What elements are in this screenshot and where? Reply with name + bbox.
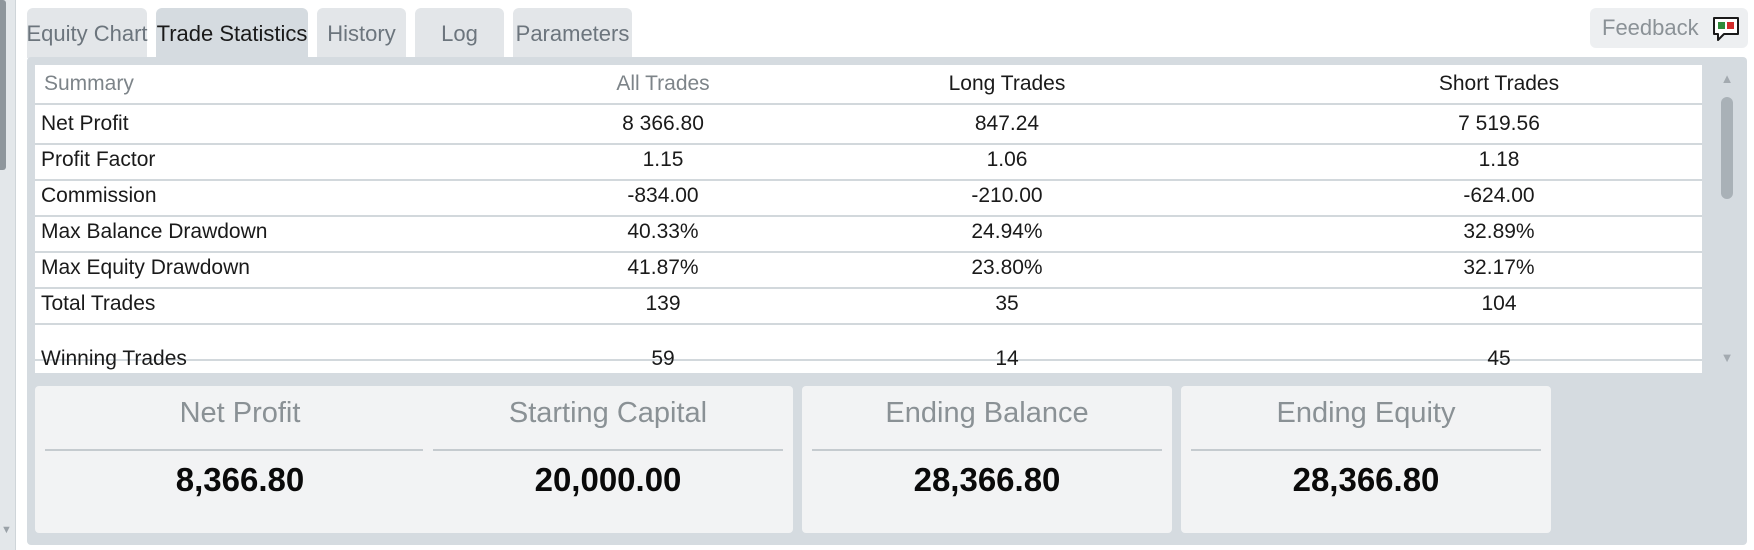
table-row[interactable]: Profit Factor 1.15 1.06 1.18	[35, 141, 1702, 181]
cell-metric: Commission	[41, 184, 157, 207]
cell-long-trades: -210.00	[971, 184, 1043, 207]
tab-history[interactable]: History	[317, 8, 406, 58]
card-divider	[433, 449, 783, 451]
tab-trade-statistics[interactable]: Trade Statistics	[156, 8, 308, 58]
ending-equity-card: Ending Equity 28,366.80	[1181, 386, 1551, 533]
tab-label: History	[327, 21, 396, 46]
tab-parameters[interactable]: Parameters	[513, 8, 632, 58]
card-title: Ending Equity	[1276, 397, 1456, 429]
table-scrollbar[interactable]: ▲ ▼	[1715, 65, 1739, 373]
cell-all-trades: 40.33%	[627, 220, 699, 243]
cell-short-trades: 32.89%	[1463, 220, 1535, 243]
tab-label: Trade Statistics	[156, 21, 308, 46]
cell-long-trades: 23.80%	[971, 256, 1043, 279]
header-short-trades[interactable]: Short Trades	[1438, 72, 1560, 95]
table-row[interactable]: Commission -834.00 -210.00 -624.00	[35, 177, 1702, 217]
cell-long-trades: 847.24	[974, 112, 1040, 135]
feedback-chat-icon	[1713, 17, 1739, 41]
splitter-arrow-icon[interactable]: ▼	[1, 524, 12, 536]
tab-label: Log	[441, 21, 478, 46]
table-header-row: Summary All Trades Long Trades Short Tra…	[35, 65, 1702, 105]
cell-metric: Max Equity Drawdown	[41, 256, 250, 279]
header-summary[interactable]: Summary	[44, 72, 134, 95]
scroll-down-icon[interactable]: ▼	[1720, 350, 1734, 365]
net-profit-card: Net Profit 8,366.80	[35, 386, 445, 533]
splitter-grip[interactable]	[0, 0, 6, 170]
card-value: 20,000.00	[534, 461, 682, 498]
tab-label: Equity Chart	[26, 21, 148, 46]
cell-long-trades: 14	[995, 347, 1019, 370]
cell-short-trades: 7 519.56	[1458, 112, 1540, 135]
cell-all-trades: 59	[651, 347, 675, 370]
cell-metric: Profit Factor	[41, 148, 156, 171]
card-divider	[1191, 449, 1541, 451]
left-splitter[interactable]: ▼	[0, 0, 16, 550]
cell-long-trades: 24.94%	[971, 220, 1043, 243]
cell-long-trades: 1.06	[986, 148, 1028, 171]
cell-short-trades: -624.00	[1463, 184, 1535, 207]
table-row[interactable]: Total Trades 139 35 104	[35, 285, 1702, 325]
card-divider	[45, 449, 435, 451]
table-row[interactable]: Net Profit 8 366.80 847.24 7 519.56	[35, 105, 1702, 145]
cell-short-trades: 1.18	[1478, 148, 1520, 171]
statistics-table[interactable]: Summary All Trades Long Trades Short Tra…	[35, 65, 1702, 373]
cell-metric: Max Balance Drawdown	[41, 220, 268, 243]
card-value: 28,366.80	[1292, 461, 1440, 498]
card-value: 8,366.80	[175, 461, 305, 498]
feedback-button[interactable]: Feedback	[1590, 8, 1748, 48]
card-title: Ending Balance	[885, 397, 1089, 429]
card-divider	[812, 449, 1162, 451]
tab-log[interactable]: Log	[415, 8, 504, 58]
statistics-panel: Summary All Trades Long Trades Short Tra…	[27, 57, 1747, 545]
cell-long-trades: 35	[995, 292, 1019, 315]
cell-all-trades: 1.15	[642, 148, 684, 171]
scroll-thumb[interactable]	[1721, 97, 1733, 199]
cell-all-trades: -834.00	[627, 184, 699, 207]
scroll-up-icon[interactable]: ▲	[1720, 71, 1734, 86]
cell-all-trades: 139	[645, 292, 681, 315]
cell-short-trades: 45	[1487, 347, 1511, 370]
table-row[interactable]: Winning Trades 59 14 45	[35, 321, 1702, 370]
table-row[interactable]: Max Balance Drawdown 40.33% 24.94% 32.89…	[35, 213, 1702, 253]
cell-all-trades: 8 366.80	[622, 112, 704, 135]
tab-label: Parameters	[515, 21, 630, 46]
cell-short-trades: 104	[1481, 292, 1517, 315]
table-row[interactable]: Max Equity Drawdown 41.87% 23.80% 32.17%	[35, 249, 1702, 289]
card-title: Starting Capital	[508, 397, 708, 429]
ending-balance-card: Ending Balance 28,366.80	[802, 386, 1172, 533]
cell-metric: Net Profit	[41, 112, 129, 135]
cell-all-trades: 41.87%	[627, 256, 699, 279]
header-all-trades[interactable]: All Trades	[616, 72, 710, 95]
starting-capital-card: Starting Capital 20,000.00	[423, 386, 793, 533]
feedback-label: Feedback	[1602, 15, 1699, 40]
header-long-trades[interactable]: Long Trades	[948, 72, 1066, 95]
card-value: 28,366.80	[913, 461, 1061, 498]
cell-metric: Total Trades	[41, 292, 156, 315]
cell-metric: Winning Trades	[41, 347, 187, 370]
tab-equity-chart[interactable]: Equity Chart	[26, 8, 148, 58]
card-title: Net Profit	[179, 397, 301, 429]
cell-short-trades: 32.17%	[1463, 256, 1535, 279]
